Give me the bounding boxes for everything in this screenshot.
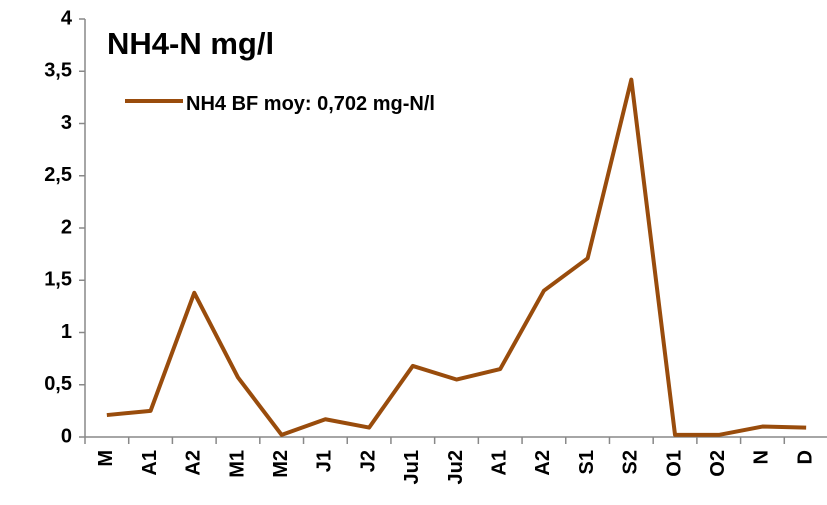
legend-label: NH4 BF moy: 0,702 mg-N/l xyxy=(186,93,435,115)
y-tick-label: 0,5 xyxy=(44,373,72,395)
x-tick-label: Ju2 xyxy=(445,450,467,484)
x-tick-label: M2 xyxy=(270,450,292,478)
series-line xyxy=(106,77,807,437)
x-tick-label: D xyxy=(794,450,816,464)
x-tick-label: S2 xyxy=(620,450,642,474)
x-tick-label: N xyxy=(751,450,773,464)
x-tick-label: A1 xyxy=(139,450,161,476)
y-tick-label: 1,5 xyxy=(44,269,72,291)
y-tick-label: 1 xyxy=(61,321,72,343)
x-tick-label: O2 xyxy=(707,450,729,477)
x-tick-label: A2 xyxy=(532,450,554,476)
x-tick-label: J1 xyxy=(314,450,336,472)
y-tick-label: 2 xyxy=(61,216,72,238)
x-tick-label: S1 xyxy=(576,450,598,474)
y-tick-label: 3,5 xyxy=(44,60,72,82)
x-tick-label: A1 xyxy=(488,450,510,476)
y-tick-label: 2,5 xyxy=(44,164,72,186)
x-tick-label: O1 xyxy=(663,450,685,477)
y-tick-label: 0 xyxy=(61,425,72,447)
x-tick-label: M1 xyxy=(226,450,248,478)
x-tick-label: A2 xyxy=(183,450,205,476)
y-tick-label: 3 xyxy=(61,112,72,134)
x-tick-label: J2 xyxy=(357,450,379,472)
x-tick-label: Ju1 xyxy=(401,450,423,484)
chart-title: NH4-N mg/l xyxy=(107,26,275,61)
x-tick-label: M xyxy=(95,450,117,467)
y-tick-label: 4 xyxy=(61,7,73,29)
